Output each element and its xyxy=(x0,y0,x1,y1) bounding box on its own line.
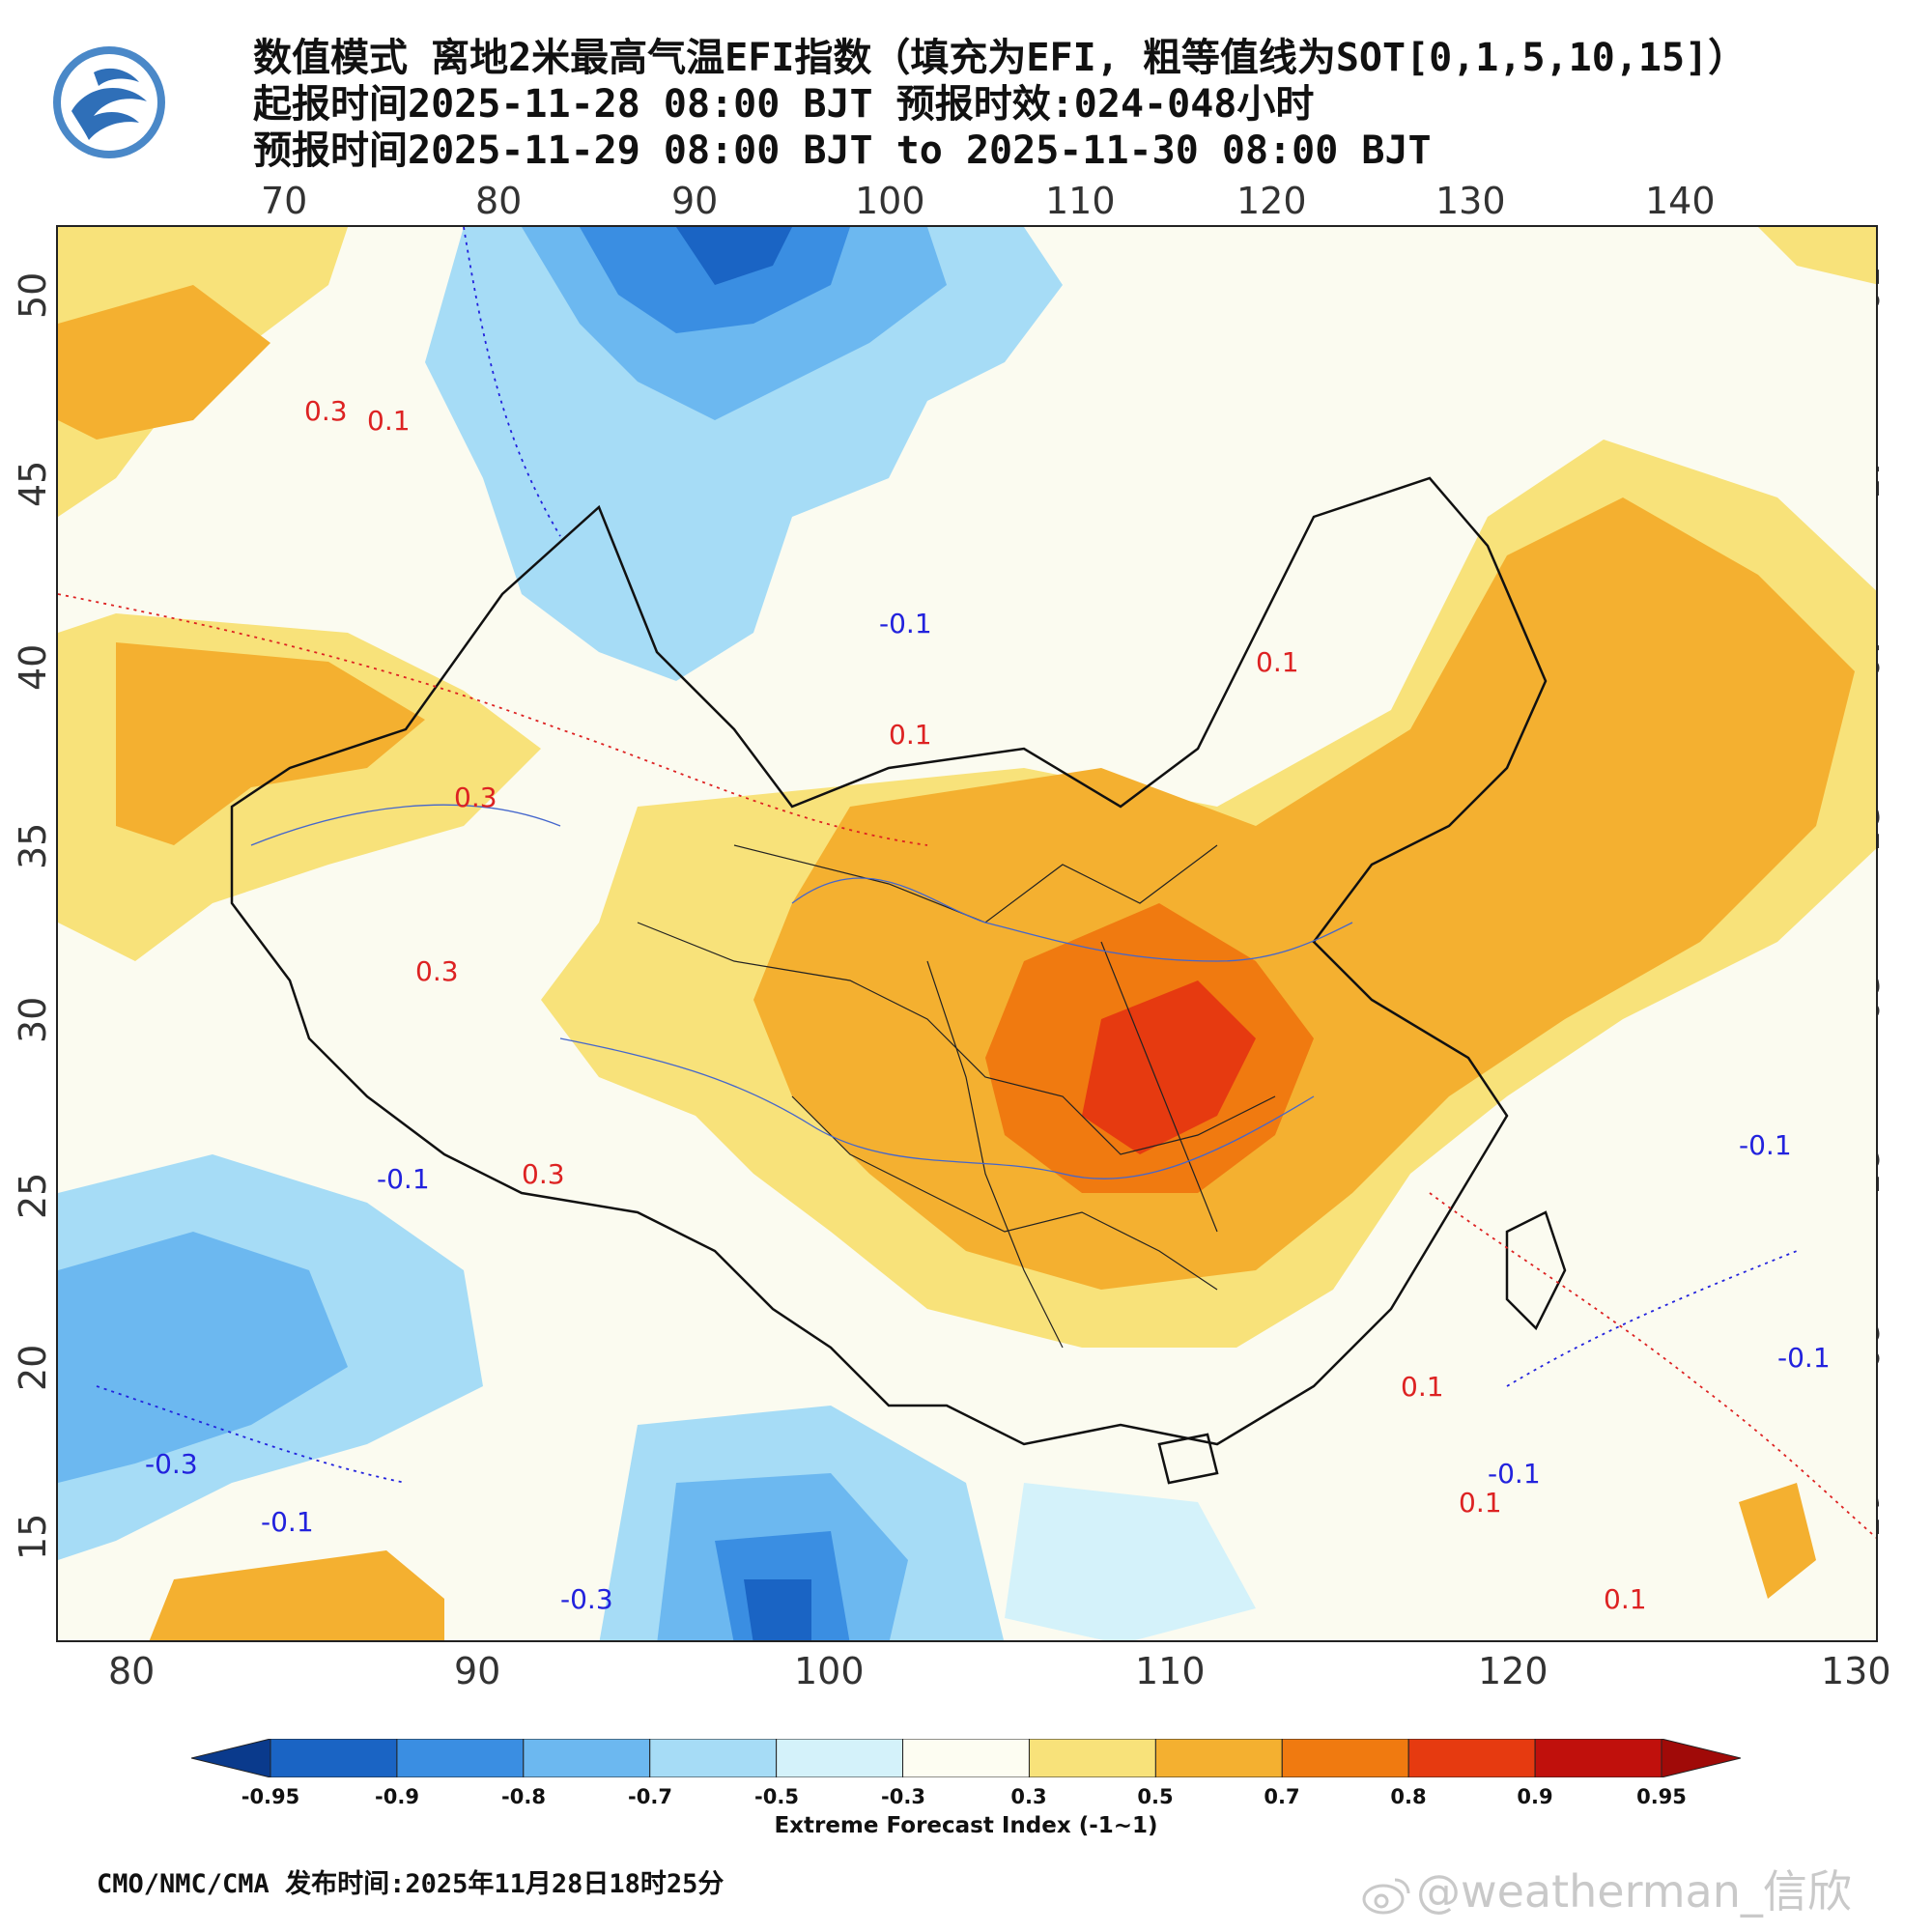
efi-map: 0.3 0.1 0.1 0.1 0.3 0.3 0.3 0.1 0.1 0.1 … xyxy=(56,225,1878,1642)
contour-label: -0.3 xyxy=(560,1583,613,1615)
source-footer: CMO/NMC/CMA 发布时间:2025年11月28日18时25分 xyxy=(97,1869,724,1899)
contour-label: 0.1 xyxy=(1604,1583,1647,1615)
left-lat-tick: 30 xyxy=(12,996,54,1043)
country-borders xyxy=(230,476,1567,1485)
bottom-lon-tick: 110 xyxy=(1135,1650,1206,1692)
colorbar-swatch xyxy=(1534,1739,1662,1777)
contour-label: 0.1 xyxy=(889,719,932,751)
top-lon-tick: 130 xyxy=(1435,180,1506,222)
bottom-lon-tick: 120 xyxy=(1478,1650,1548,1692)
colorbar-swatch xyxy=(1028,1739,1156,1777)
contour-label: 0.1 xyxy=(1401,1371,1444,1403)
left-lat-tick: 50 xyxy=(12,271,54,319)
contour-label: 0.3 xyxy=(522,1158,565,1190)
top-lon-tick: 70 xyxy=(261,180,308,222)
title-line-2: 起报时间2025-11-28 08:00 BJT 预报时效:024-048小时 xyxy=(253,82,1315,127)
colorbar-swatch xyxy=(270,1739,398,1777)
top-lon-tick: 120 xyxy=(1236,180,1307,222)
colorbar-swatch xyxy=(1154,1739,1283,1777)
colorbar-swatch xyxy=(1661,1739,1741,1777)
colorbar-label: -0.8 xyxy=(501,1785,546,1808)
colorbar-swatch xyxy=(191,1739,271,1777)
contour-label: 0.3 xyxy=(415,955,459,987)
bottom-lon-tick: 130 xyxy=(1821,1650,1891,1692)
left-lat-tick: 15 xyxy=(12,1513,54,1560)
bottom-lon-tick: 100 xyxy=(794,1650,865,1692)
contour-label: 0.1 xyxy=(1459,1487,1502,1519)
contour-label: -0.1 xyxy=(1739,1129,1792,1161)
rivers xyxy=(250,804,1353,1179)
left-lat-tick: 35 xyxy=(12,822,54,869)
colorbar-label: 0.95 xyxy=(1636,1785,1687,1808)
colorbar-swatch xyxy=(776,1739,904,1777)
sot-contours xyxy=(58,227,1876,1539)
contour-label: -0.1 xyxy=(879,608,932,639)
colorbar-swatch xyxy=(902,1739,1030,1777)
left-lat-tick: 40 xyxy=(12,643,54,691)
bottom-lon-tick: 90 xyxy=(454,1650,501,1692)
contour-label: -0.1 xyxy=(1488,1458,1541,1490)
colorbar-swatch xyxy=(649,1739,778,1777)
title-line-1: 数值模式 离地2米最高气温EFI指数（填充为EFI, 粗等值线为SOT[0,1,… xyxy=(253,36,1747,80)
colorbar-swatch xyxy=(1281,1739,1409,1777)
contour-label: 0.3 xyxy=(304,395,348,427)
left-lat-tick: 45 xyxy=(12,460,54,507)
top-lon-tick: 100 xyxy=(855,180,925,222)
positive-efi-shading xyxy=(58,227,1876,1640)
title-line-3: 预报时间2025-11-29 08:00 BJT to 2025-11-30 0… xyxy=(253,128,1432,173)
colorbar-label: 0.9 xyxy=(1517,1785,1553,1808)
colorbar-label: 0.3 xyxy=(1010,1785,1047,1808)
contour-label: -0.3 xyxy=(145,1448,198,1480)
colorbar-swatch xyxy=(1407,1739,1536,1777)
top-lon-tick: 140 xyxy=(1645,180,1716,222)
colorbar-title: Extreme Forecast Index (-1~1) xyxy=(774,1813,1158,1838)
title-block: 数值模式 离地2米最高气温EFI指数（填充为EFI, 粗等值线为SOT[0,1,… xyxy=(253,35,1747,174)
colorbar-label: -0.95 xyxy=(241,1785,300,1808)
colorbar-label: -0.9 xyxy=(375,1785,419,1808)
bottom-lon-tick: 80 xyxy=(108,1650,156,1692)
efi-colorbar xyxy=(191,1739,1741,1777)
colorbar-label: -0.7 xyxy=(628,1785,672,1808)
province-borders xyxy=(637,844,1276,1349)
contour-label: -0.1 xyxy=(261,1506,314,1538)
contour-label: 0.1 xyxy=(367,405,411,437)
negative-efi-shading xyxy=(58,227,1256,1640)
contour-label: 0.3 xyxy=(454,781,497,813)
weibo-icon xyxy=(1362,1878,1410,1914)
efi-map-canvas: 0.3 0.1 0.1 0.1 0.3 0.3 0.3 0.1 0.1 0.1 … xyxy=(58,227,1876,1640)
contour-label: -0.1 xyxy=(1777,1342,1831,1374)
contour-label: 0.1 xyxy=(1256,646,1299,678)
colorbar-label: 0.5 xyxy=(1137,1785,1174,1808)
colorbar-label: 0.8 xyxy=(1390,1785,1427,1808)
top-lon-tick: 90 xyxy=(671,180,719,222)
colorbar-label: -0.3 xyxy=(881,1785,925,1808)
contour-label: -0.1 xyxy=(377,1163,430,1195)
cma-logo xyxy=(53,46,165,158)
top-lon-tick: 80 xyxy=(475,180,523,222)
left-lat-tick: 25 xyxy=(12,1172,54,1219)
watermark-text: @weatherman_信欣 xyxy=(1416,1865,1852,1918)
left-lat-tick: 20 xyxy=(12,1344,54,1391)
colorbar-label: -0.5 xyxy=(754,1785,799,1808)
top-lon-tick: 110 xyxy=(1045,180,1116,222)
colorbar-label: 0.7 xyxy=(1264,1785,1300,1808)
watermark: @weatherman_信欣 xyxy=(1360,1857,1852,1920)
colorbar-swatch xyxy=(396,1739,525,1777)
colorbar-swatch xyxy=(523,1739,651,1777)
